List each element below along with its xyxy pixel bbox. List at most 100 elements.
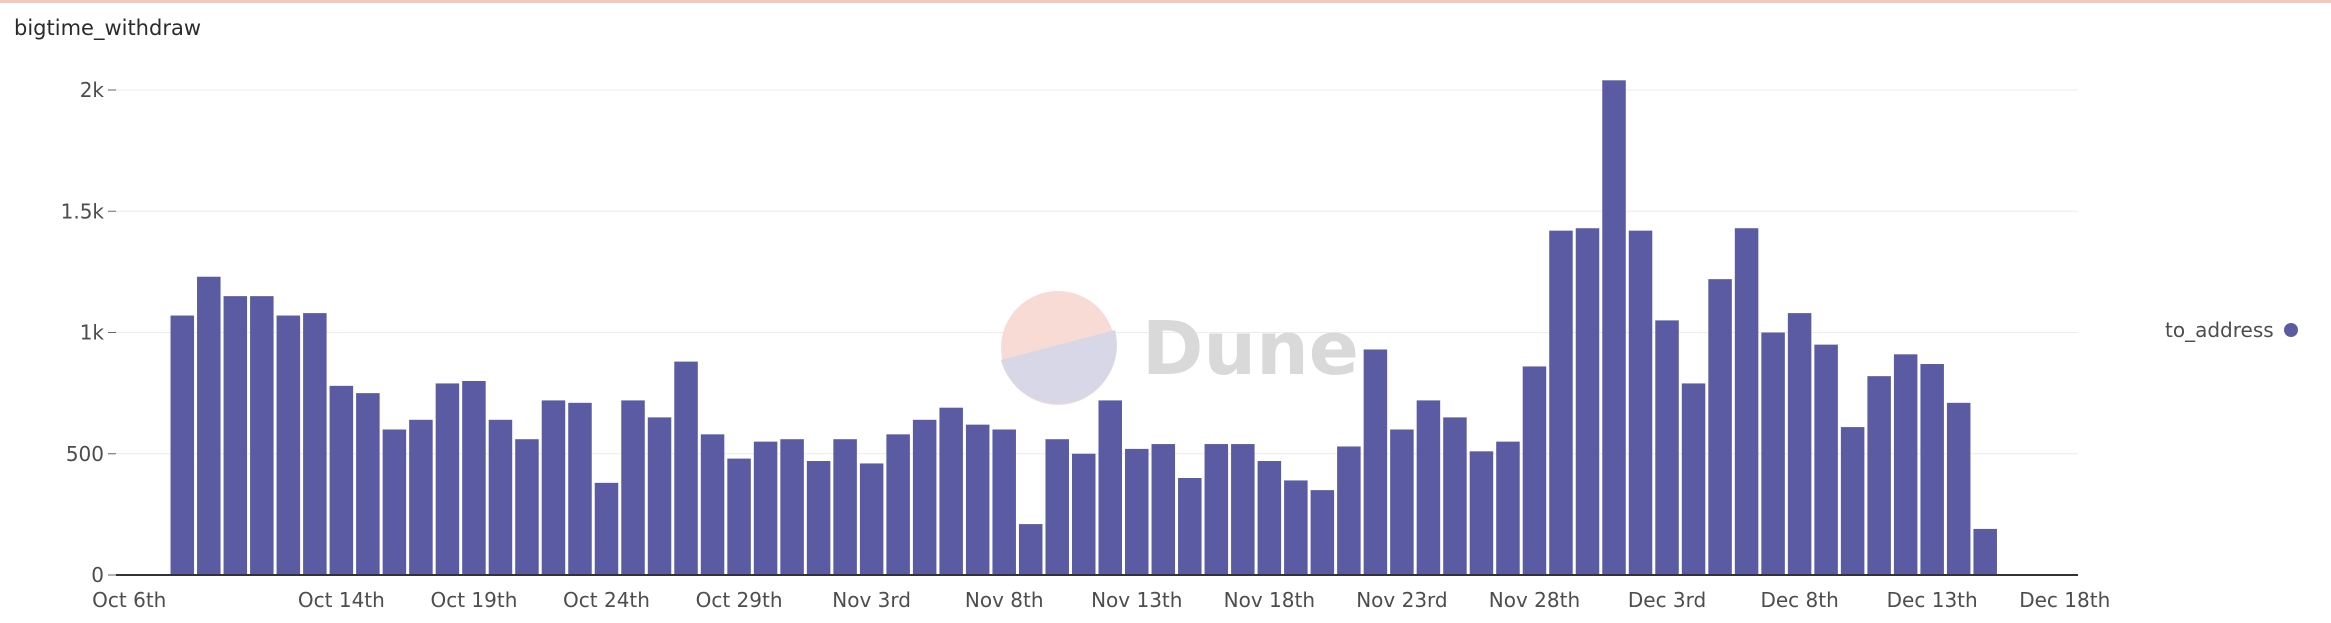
x-tick-label: Nov 28th [1489,588,1580,612]
bar[interactable] [1628,230,1653,575]
legend-swatch [2284,323,2298,337]
bar[interactable] [1310,490,1335,576]
watermark-text: Dune [1142,306,1359,392]
bar[interactable] [1045,439,1069,575]
x-tick-label: Nov 3rd [832,588,911,612]
bar[interactable] [912,419,937,575]
bar[interactable] [1071,453,1096,575]
x-tick-label: Nov 13th [1091,588,1182,612]
bar[interactable] [1204,444,1229,575]
x-tick-label: Nov 18th [1224,588,1315,612]
top-border [0,0,2331,3]
bar[interactable] [753,441,778,576]
y-tick-label: 2k [80,78,105,102]
dune-watermark: Dune [1001,291,1359,405]
bar[interactable] [329,385,354,575]
bar[interactable] [1549,230,1573,575]
bar[interactable] [1390,429,1414,576]
bar[interactable] [1363,349,1388,575]
bar[interactable] [965,424,990,575]
bar[interactable] [515,439,539,575]
legend-label: to_address [2165,318,2274,342]
bar[interactable] [1946,402,1971,575]
bar[interactable] [1708,279,1732,575]
bar[interactable] [409,419,433,575]
bar[interactable] [1681,383,1706,575]
bar[interactable] [1416,400,1441,575]
bars [170,80,1997,576]
bar[interactable] [859,463,884,575]
bar[interactable] [541,400,566,575]
bar[interactable] [356,393,380,576]
bar[interactable] [1602,80,1626,576]
bar[interactable] [568,402,592,575]
x-tick-label: Oct 24th [563,588,650,612]
bar[interactable] [1814,344,1838,576]
bar[interactable] [1178,478,1202,575]
bar[interactable] [1496,441,1520,576]
y-tick-label: 1k [80,321,105,345]
bar[interactable] [462,381,486,575]
bar[interactable] [488,419,513,575]
x-tick-label: Dec 3rd [1628,588,1706,612]
x-tick-label: Dec 8th [1760,588,1838,612]
bar[interactable] [250,296,274,576]
x-tick-label: Nov 23rd [1356,588,1447,612]
bar[interactable] [674,361,698,575]
bar[interactable] [1284,480,1308,575]
bar[interactable] [992,429,1016,576]
bar[interactable] [806,461,831,575]
x-tick-label: Oct 19th [430,588,517,612]
legend[interactable]: to_address [2165,318,2298,342]
bar[interactable] [1840,427,1865,575]
bar[interactable] [727,458,751,575]
bar[interactable] [700,434,725,575]
y-tick-label: 1.5k [61,199,105,223]
bar[interactable] [1443,417,1467,576]
bar[interactable] [276,315,301,575]
x-tick-label: Dec 13th [1887,588,1978,612]
x-tick-label: Oct 14th [298,588,385,612]
bar[interactable] [833,439,857,575]
bar[interactable] [1231,444,1255,575]
bar[interactable] [886,434,910,575]
x-axis-ticks: Oct 6th Oct 14th Oct 19th Oct 24th Oct 29th N… [92,588,2110,612]
bar[interactable] [1761,332,1785,576]
bar[interactable] [1867,376,1891,575]
bar[interactable] [303,313,327,575]
y-tick-label: 0 [91,563,104,587]
x-tick-label: Dec 18th [2019,588,2110,612]
bar[interactable] [1522,366,1547,575]
bar[interactable] [1893,354,1918,575]
chart-title: bigtime_withdraw [14,16,202,40]
bar[interactable] [1920,364,1944,575]
bar[interactable] [1973,528,1997,575]
bar[interactable] [1257,461,1282,575]
bar[interactable] [939,407,963,575]
bar[interactable] [621,400,645,575]
x-tick-label: Oct 29th [696,588,783,612]
bar[interactable] [780,439,804,575]
bar[interactable] [1469,451,1494,575]
bar[interactable] [1125,448,1149,575]
bar[interactable] [1655,320,1679,576]
bar[interactable] [647,417,672,576]
y-tick-label: 500 [66,442,104,466]
bar[interactable] [1734,228,1759,576]
watermark-logo-slice [1001,330,1117,404]
bar[interactable] [1337,446,1361,575]
bar[interactable] [594,482,619,575]
bar[interactable] [223,296,248,576]
bar[interactable] [1575,228,1600,576]
bar[interactable] [382,429,407,576]
x-tick-label: Nov 8th [965,588,1044,612]
x-tick-label: Oct 6th [92,588,166,612]
bar[interactable] [1018,524,1043,575]
bar[interactable] [1151,444,1176,575]
bar[interactable] [197,276,221,575]
bar[interactable] [170,315,195,575]
bar[interactable] [1787,313,1812,575]
bar[interactable] [435,383,460,575]
bar[interactable] [1098,400,1123,575]
